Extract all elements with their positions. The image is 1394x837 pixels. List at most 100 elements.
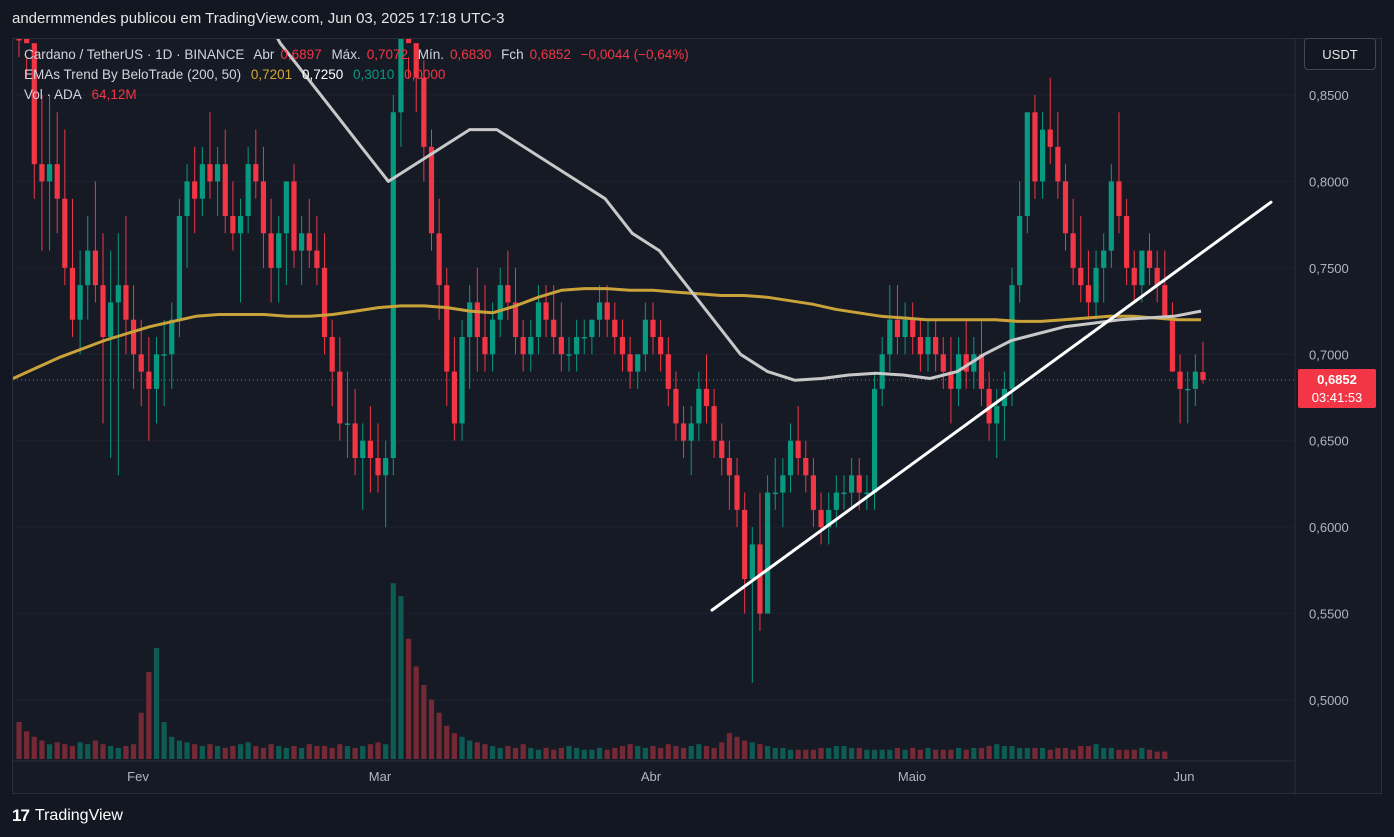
legend-symbol[interactable]: Cardano / TetherUS · 1D · BINANCE	[24, 47, 245, 62]
volume-bar	[581, 749, 587, 759]
legend-volume-value: 64,12M	[91, 87, 137, 102]
candle-body	[826, 509, 832, 528]
volume-bar	[283, 747, 289, 759]
candle-body	[574, 337, 580, 355]
legend-volume-row[interactable]: Vol · ADA 64,12M	[24, 85, 695, 105]
volume-bar	[1139, 747, 1145, 759]
candle-body	[910, 319, 916, 337]
volume-bar	[276, 746, 282, 759]
candle-body	[482, 337, 488, 355]
y-tick-label: 0,8500	[1309, 88, 1349, 103]
candle-body	[245, 164, 251, 216]
volume-bar	[444, 725, 450, 759]
volume-bar	[757, 744, 763, 759]
candle-body	[46, 164, 53, 182]
candle-body	[1124, 216, 1130, 268]
tradingview-logo-icon: 17	[12, 806, 30, 825]
volume-bar	[589, 749, 595, 759]
legend-ema-name: EMAs Trend By BeloTrade (200, 50)	[24, 67, 242, 82]
volume-bar	[291, 746, 297, 759]
volume-bar	[871, 749, 878, 759]
candle-body	[192, 181, 198, 199]
ema-50-line	[276, 39, 1202, 382]
candle-body	[925, 337, 931, 355]
volume-bar	[642, 747, 648, 759]
candle-body	[367, 440, 373, 458]
chart-panel[interactable]: 0,8500 0,8000 0,7500 0,7000 0,6500 0,6000 0,55…	[12, 38, 1383, 795]
volume-bar	[337, 744, 343, 759]
volume-bar	[153, 648, 160, 759]
candlestick-chart[interactable]: 0,8500 0,8000 0,7500 0,7000 0,6500 0,6000 0,55…	[13, 39, 1383, 795]
volume-bar	[1062, 747, 1069, 759]
candle-body	[673, 388, 679, 424]
volume-bar	[459, 736, 465, 759]
candle-body	[703, 388, 710, 407]
volume-bar	[917, 749, 923, 759]
legend-high-label: Máx.	[331, 47, 361, 62]
candle-body	[1039, 129, 1046, 182]
volume-bar	[734, 736, 740, 759]
volume-bar	[69, 746, 76, 759]
candle-body	[260, 181, 267, 234]
legend-ema-value-2: 0,7250	[301, 67, 344, 82]
volume-bar	[398, 596, 404, 759]
volume-bar	[245, 742, 251, 759]
volume-bar	[612, 747, 618, 759]
candle-body	[1101, 250, 1107, 268]
volume-bar	[742, 740, 748, 759]
tradingview-brand: TradingView	[34, 807, 123, 824]
candle-body	[1017, 216, 1023, 286]
volume-bar	[925, 747, 931, 759]
volume-bar	[413, 666, 419, 759]
legend-close-label: Fch	[501, 47, 524, 62]
y-tick-label: 0,7000	[1309, 347, 1349, 362]
candle-body	[734, 475, 740, 510]
volume-bar	[123, 746, 129, 759]
candle-body	[894, 319, 901, 337]
candle-body	[1108, 181, 1114, 251]
candle-body	[291, 181, 297, 251]
candle-body	[215, 164, 221, 182]
volume-bar	[635, 746, 641, 759]
volume-bar	[535, 749, 542, 759]
candle-body	[780, 475, 786, 493]
y-tick-label: 0,6000	[1309, 520, 1349, 535]
last-price-value: 0,6852	[1317, 372, 1357, 387]
candle-body	[176, 216, 183, 320]
candle-body	[39, 164, 45, 182]
volume-bar	[795, 749, 801, 759]
volume-bar	[719, 742, 725, 759]
legend-ema-row[interactable]: EMAs Trend By BeloTrade (200, 50) 0,7201…	[24, 65, 695, 85]
volume-bar	[222, 747, 228, 759]
volume-bar	[1116, 749, 1122, 759]
volume-bar	[31, 736, 37, 759]
candle-body	[520, 337, 526, 355]
ema-200-line	[13, 287, 1201, 380]
volume-bar	[108, 746, 114, 759]
volume-bar	[948, 749, 954, 759]
candle-body	[123, 285, 129, 320]
volume-bar	[971, 747, 977, 759]
volume-bar	[1070, 749, 1076, 759]
candle-body	[1169, 319, 1176, 372]
legend-close-value: 0,6852	[529, 47, 571, 62]
currency-button[interactable]: USDT	[1304, 38, 1376, 70]
legend-volume-name: Vol · ADA	[24, 87, 82, 102]
trend-line	[710, 200, 1273, 612]
volume-bar	[1039, 747, 1046, 759]
candle-body	[833, 492, 839, 510]
candle-body	[207, 164, 213, 182]
candle-body	[658, 337, 664, 355]
volume-bar	[574, 747, 580, 759]
candle-body	[680, 423, 687, 441]
candle-body	[902, 319, 908, 337]
volume-bar	[520, 744, 526, 759]
candle-body	[512, 302, 519, 337]
volume-bar	[1093, 744, 1099, 759]
candle-body	[940, 354, 946, 372]
volume-bar	[192, 744, 198, 759]
tradingview-footer[interactable]: 17 TradingView	[12, 804, 123, 828]
volume-bar	[184, 742, 190, 759]
candle-body	[551, 319, 557, 337]
candle-body	[887, 319, 893, 355]
